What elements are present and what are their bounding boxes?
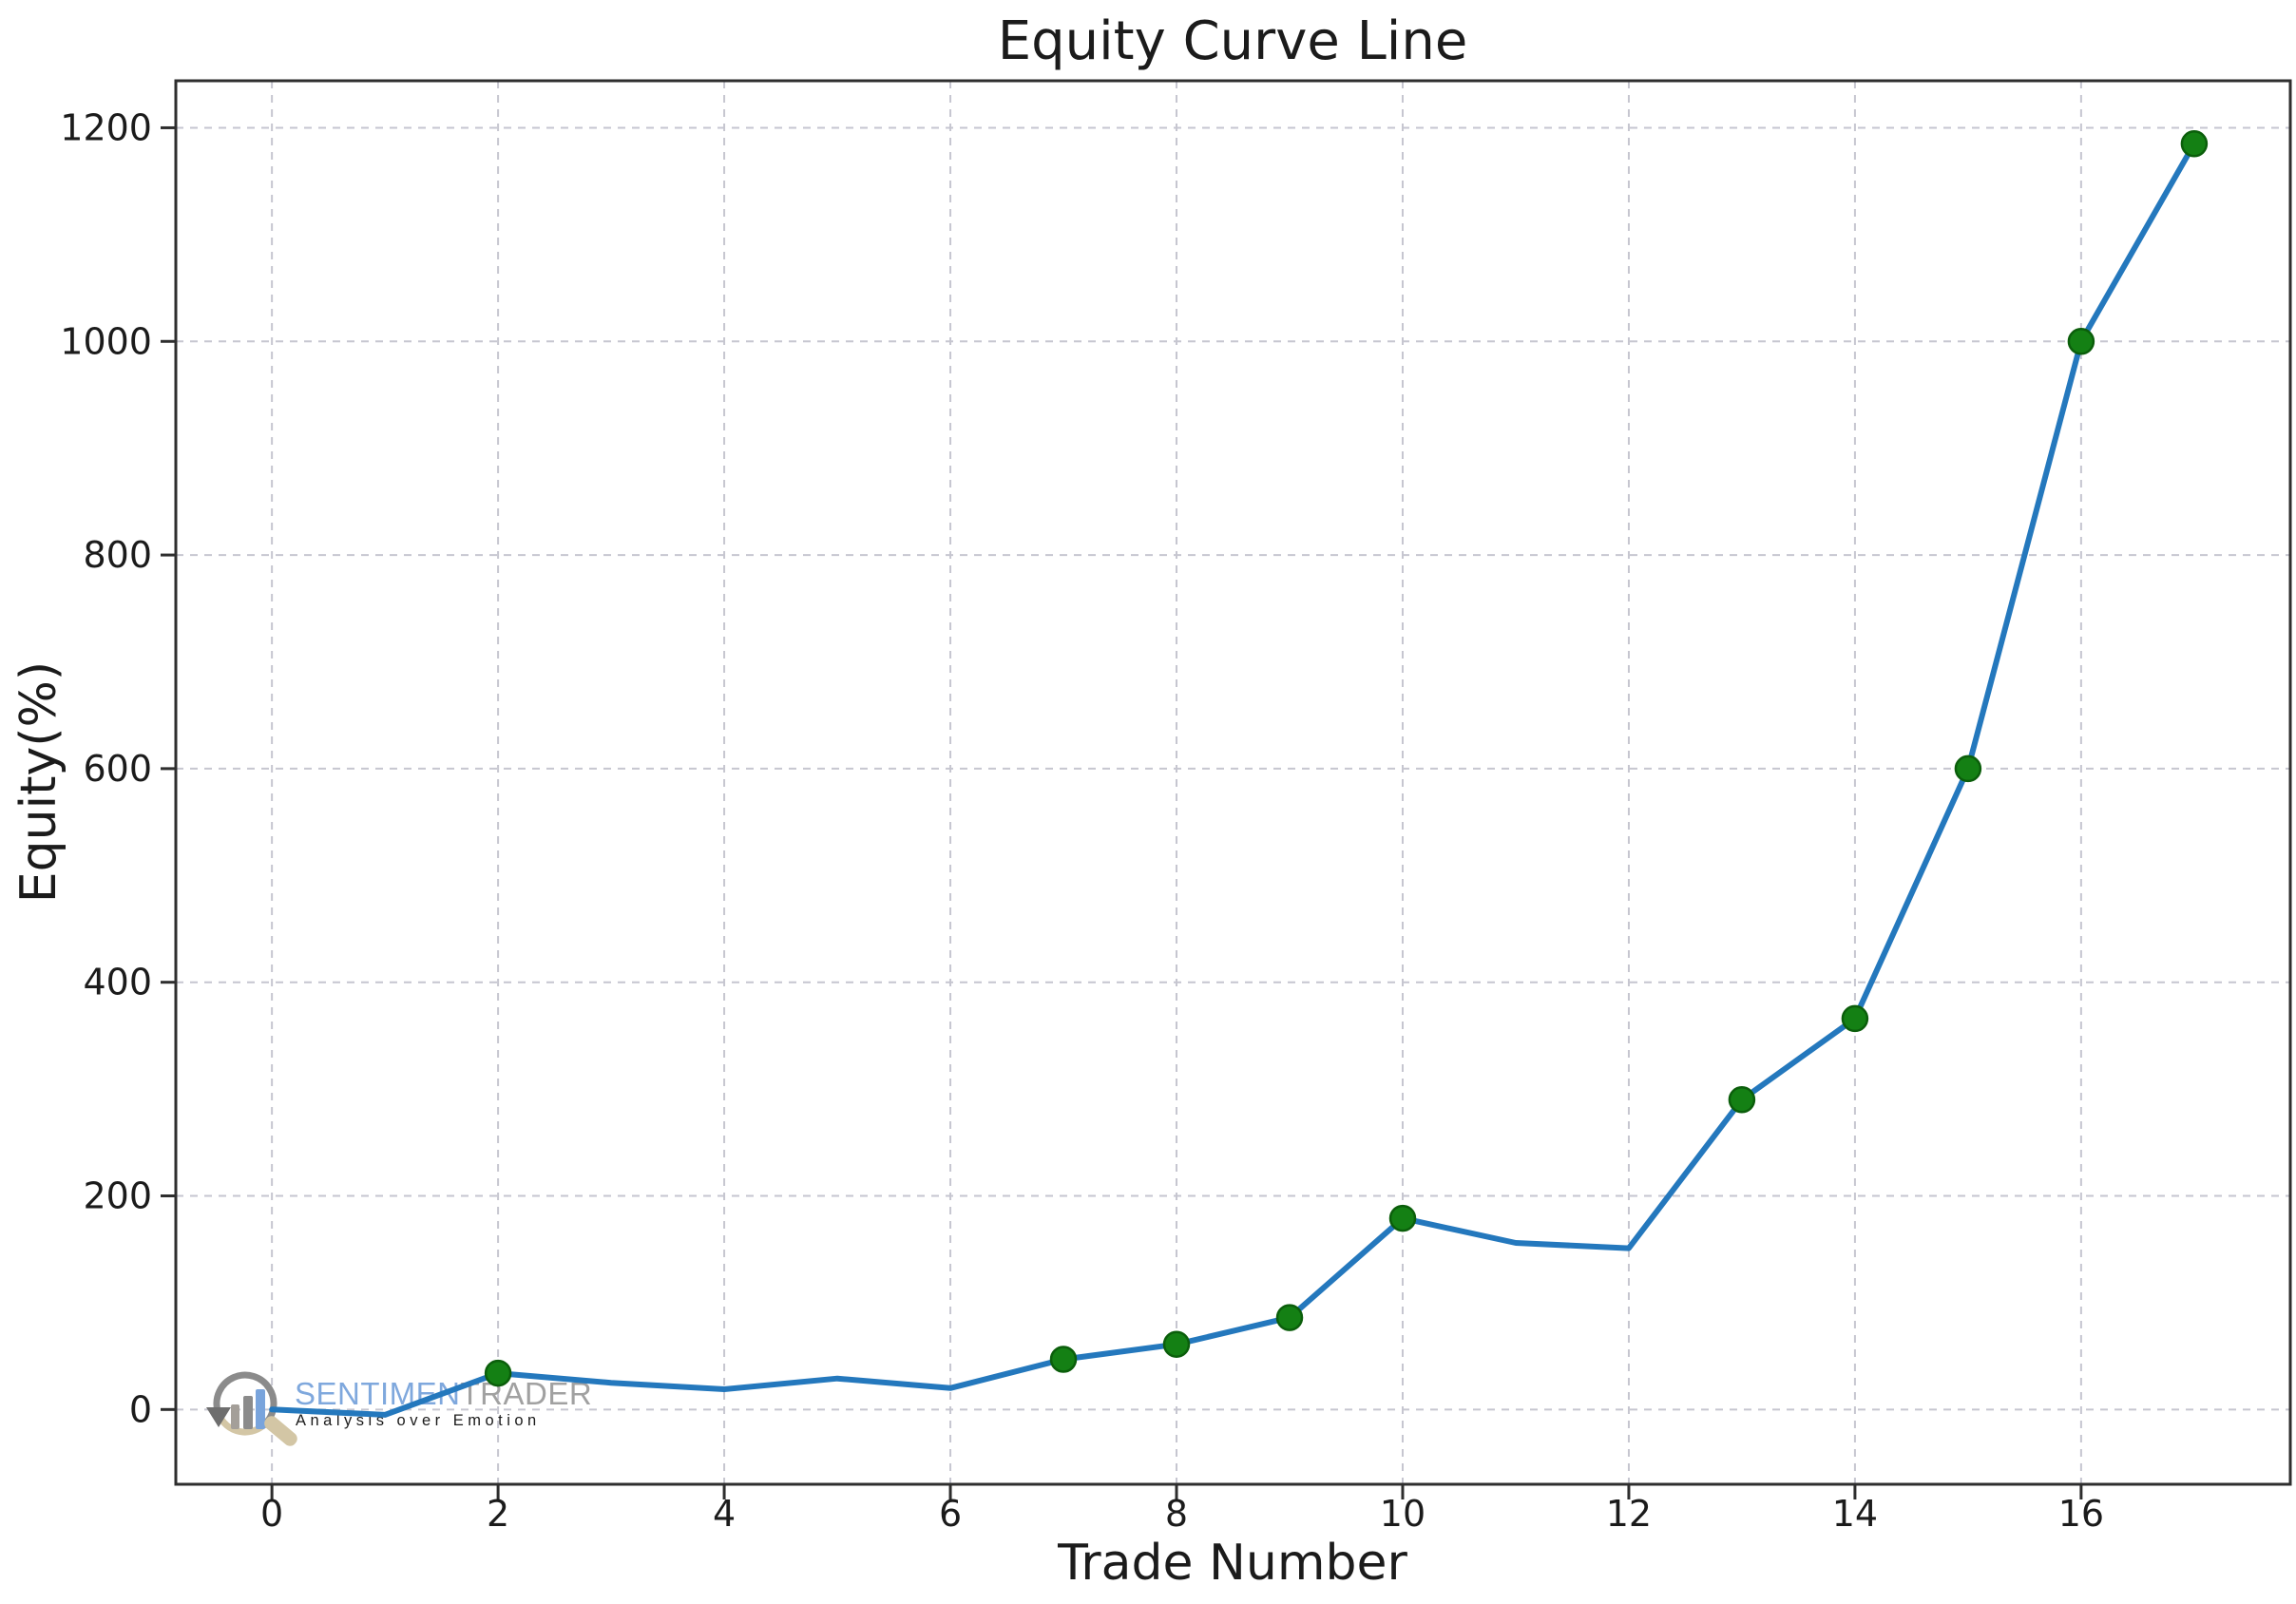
data-point <box>1388 1204 1417 1232</box>
x-tick-label: 16 <box>2058 1493 2104 1535</box>
x-tick-label: 0 <box>260 1493 283 1535</box>
logo-bar-3 <box>256 1389 265 1429</box>
y-tick-label: 400 <box>83 962 152 1003</box>
chart-title: Equity Curve Line <box>998 10 1468 72</box>
x-axis-label: Trade Number <box>1057 1535 1407 1592</box>
y-tick-label: 800 <box>83 534 152 576</box>
data-point <box>1049 1346 1078 1373</box>
x-tick-label: 14 <box>1832 1493 1878 1535</box>
axes: 0 2 4 6 8 10 12 14 16 0 200 400 600 800 1000 1200 <box>60 79 2292 1535</box>
data-point <box>484 1359 512 1387</box>
x-tick-label: 2 <box>487 1493 509 1535</box>
data-point <box>1728 1086 1756 1114</box>
watermark-brand: SENTIMENTRADER <box>295 1376 592 1411</box>
data-point <box>1954 754 1982 783</box>
data-point <box>1275 1304 1304 1331</box>
watermark-tagline: Analysis over Emotion <box>296 1412 541 1429</box>
y-tick-label: 1200 <box>60 106 152 148</box>
logo-bar-2 <box>243 1396 253 1429</box>
gridlines <box>176 81 2290 1484</box>
x-tick-label: 6 <box>939 1493 962 1535</box>
data-point <box>2180 130 2209 158</box>
magnifier-handle-icon <box>264 1416 297 1446</box>
arrowhead-icon <box>206 1407 231 1427</box>
y-tick-label: 200 <box>83 1175 152 1217</box>
x-tick-label: 4 <box>713 1493 736 1535</box>
x-tick-label: 12 <box>1606 1493 1652 1535</box>
data-point <box>2067 328 2095 355</box>
y-tick-label: 600 <box>83 748 152 790</box>
equity-line <box>269 141 2197 1418</box>
watermark-brand-sentimen: SENTIMEN <box>295 1376 461 1411</box>
data-point <box>1162 1330 1191 1358</box>
data-point <box>1841 1004 1869 1033</box>
logo-bar-1 <box>231 1404 239 1429</box>
plot-border <box>174 79 2292 1486</box>
y-tick-label: 1000 <box>60 320 152 362</box>
y-axis-label: Equity(%) <box>10 661 67 903</box>
sentimentrader-watermark: SENTIMENTRADER Analysis over Emotion <box>206 1371 592 1446</box>
x-tick-label: 10 <box>1380 1493 1425 1535</box>
equity-line-series <box>269 130 2209 1418</box>
y-tick-label: 0 <box>129 1388 152 1430</box>
x-tick-label: 8 <box>1165 1493 1188 1535</box>
